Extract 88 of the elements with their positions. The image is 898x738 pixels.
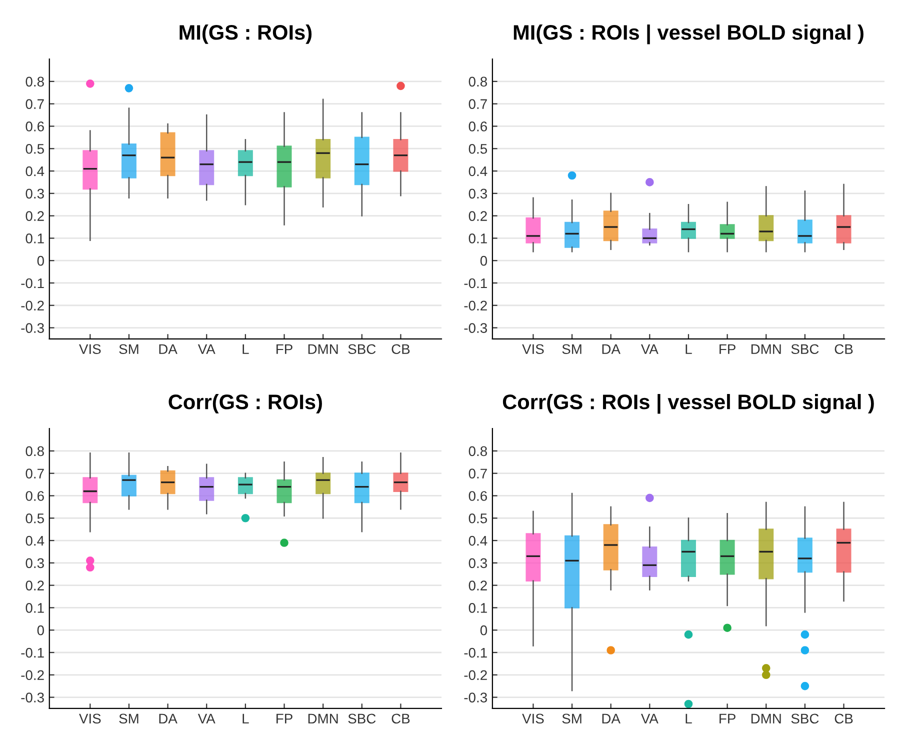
x-tick-label: VA bbox=[198, 344, 216, 354]
y-tick-label: 0.2 bbox=[468, 580, 487, 590]
y-tick-label: 0.6 bbox=[26, 491, 44, 501]
x-tick-label: FP bbox=[276, 714, 292, 724]
x-tick-label: CB bbox=[392, 344, 410, 354]
y-tick-label: 0.8 bbox=[26, 76, 44, 87]
x-tick-label: CB bbox=[834, 714, 853, 724]
y-tick-label: 0.2 bbox=[26, 211, 44, 221]
y-tick-label: -0.3 bbox=[21, 692, 44, 702]
y-tick-label: 0.6 bbox=[468, 491, 487, 501]
x-tick-label: SBC bbox=[348, 344, 376, 354]
y-tick-label: 0.4 bbox=[26, 536, 44, 546]
y-tick-label: 0.3 bbox=[26, 558, 44, 568]
x-tick-label: DMN bbox=[308, 714, 338, 724]
x-tick-label: DA bbox=[159, 344, 178, 354]
y-tick-label: 0.6 bbox=[468, 122, 487, 132]
x-tick-label: L bbox=[242, 344, 249, 354]
y-tick-label: 0.7 bbox=[26, 99, 44, 109]
chart-title: Corr(GS : ROIs) bbox=[168, 394, 322, 414]
y-tick-label: 0.5 bbox=[26, 144, 44, 154]
x-tick-label: SM bbox=[562, 344, 582, 354]
x-tick-label: SM bbox=[562, 714, 582, 724]
x-tick-label: DA bbox=[602, 344, 620, 354]
y-tick-label: 0.1 bbox=[468, 603, 487, 613]
x-tick-label: VA bbox=[640, 714, 658, 724]
x-tick-label: SBC bbox=[791, 714, 819, 724]
y-tick-label: 0.5 bbox=[26, 513, 44, 524]
y-tick-label: 0.5 bbox=[468, 144, 488, 154]
y-tick-label: 0.3 bbox=[26, 188, 44, 199]
y-tick-label: 0 bbox=[37, 256, 44, 266]
x-tick-label: FP bbox=[276, 344, 292, 354]
x-tick-label: VIS bbox=[522, 714, 544, 724]
chart-title: MI(GS : ROIs) bbox=[180, 24, 312, 44]
x-tick-label: SBC bbox=[348, 714, 376, 724]
y-tick-label: 0.4 bbox=[468, 536, 488, 546]
x-tick-label: DMN bbox=[751, 714, 781, 724]
y-tick-label: -0.1 bbox=[21, 278, 44, 288]
x-tick-label: DMN bbox=[751, 344, 781, 354]
y-tick-label: -0.3 bbox=[21, 323, 44, 333]
y-tick-label: 0.1 bbox=[26, 234, 44, 244]
y-tick-label: 0 bbox=[480, 625, 488, 636]
x-tick-label: VA bbox=[198, 714, 216, 724]
y-tick-label: 0.8 bbox=[26, 446, 44, 456]
y-tick-label: 0.1 bbox=[468, 234, 487, 244]
y-tick-label: 0.8 bbox=[468, 446, 487, 456]
x-tick-label: DMN bbox=[308, 344, 338, 354]
x-tick-label: DA bbox=[159, 714, 178, 724]
x-tick-label: DA bbox=[602, 714, 620, 724]
chart-title: MI(GS : ROIs | vessel BOLD signal ) bbox=[514, 24, 864, 44]
y-tick-label: -0.1 bbox=[21, 648, 44, 658]
y-tick-label: 0.1 bbox=[26, 603, 44, 613]
x-tick-label: VIS bbox=[522, 344, 544, 354]
y-tick-label: -0.2 bbox=[21, 670, 44, 680]
x-tick-label: L bbox=[242, 714, 249, 724]
y-tick-label: 0.2 bbox=[468, 211, 487, 221]
y-tick-label: 0.7 bbox=[26, 468, 44, 479]
y-tick-label: 0.8 bbox=[468, 76, 487, 87]
y-tick-label: 0.6 bbox=[26, 122, 44, 132]
y-tick-label: -0.1 bbox=[464, 278, 487, 288]
x-tick-label: FP bbox=[720, 714, 736, 724]
x-tick-label: SBC bbox=[791, 344, 819, 354]
x-tick-label: L bbox=[686, 714, 692, 724]
x-tick-label: SM bbox=[119, 344, 138, 354]
y-tick-label: 0.3 bbox=[468, 558, 487, 568]
y-tick-label: 0.7 bbox=[468, 468, 487, 479]
y-tick-label: 0 bbox=[37, 625, 44, 636]
y-tick-label: 0.3 bbox=[468, 188, 487, 199]
y-tick-label: 0.2 bbox=[26, 580, 44, 590]
x-tick-label: VIS bbox=[79, 714, 101, 724]
y-tick-label: -0.2 bbox=[464, 300, 487, 311]
y-tick-label: 0.4 bbox=[26, 166, 44, 176]
y-tick-label: 0.5 bbox=[468, 513, 488, 524]
x-tick-label: VIS bbox=[79, 344, 101, 354]
x-tick-label: FP bbox=[720, 344, 736, 354]
y-tick-label: 0 bbox=[480, 256, 488, 266]
x-tick-label: L bbox=[686, 344, 692, 354]
y-tick-label: 0.4 bbox=[468, 166, 488, 176]
y-tick-label: -0.1 bbox=[464, 648, 487, 658]
y-tick-label: -0.2 bbox=[464, 670, 487, 680]
x-tick-label: CB bbox=[834, 344, 853, 354]
y-tick-label: 0.7 bbox=[468, 99, 487, 109]
y-tick-label: -0.2 bbox=[21, 300, 44, 311]
y-tick-label: -0.3 bbox=[464, 323, 487, 333]
y-tick-label: -0.3 bbox=[464, 692, 487, 702]
x-tick-label: CB bbox=[392, 714, 410, 724]
x-tick-label: SM bbox=[119, 714, 138, 724]
x-tick-label: VA bbox=[640, 344, 658, 354]
chart-title: Corr(GS : ROIs | vessel BOLD signal ) bbox=[502, 394, 874, 414]
